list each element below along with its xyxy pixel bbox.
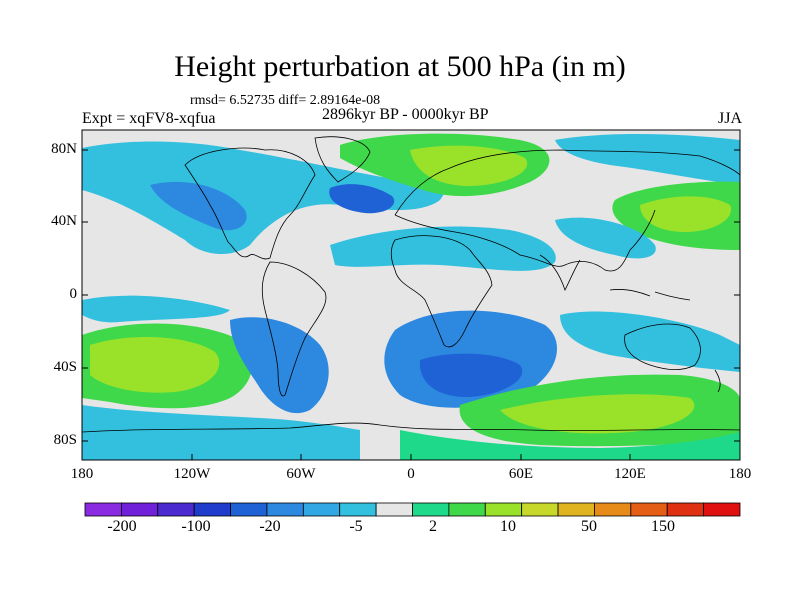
colorbar-swatch xyxy=(666,502,705,517)
y-label-0: 0 xyxy=(69,286,78,302)
anomaly-south-atlantic-core xyxy=(419,353,523,398)
plot-title: Height perturbation at 500 hPa (in m) xyxy=(174,50,626,83)
coast-eurasia xyxy=(394,149,740,272)
anomaly-pacific-west-cyan xyxy=(555,134,740,185)
colorbar-swatch xyxy=(339,502,377,517)
colorbar-swatch xyxy=(120,502,159,517)
colorbar-swatch xyxy=(302,502,341,517)
y-label-40n: 40N xyxy=(51,213,77,229)
coast-new-zealand xyxy=(714,369,721,393)
colorbar-label-7: 50 xyxy=(581,518,597,535)
x-label-120e: 120E xyxy=(614,466,646,482)
coastlines xyxy=(82,136,740,433)
y-label-80s: 80S xyxy=(53,432,77,448)
colorbar-swatch xyxy=(375,502,413,517)
colorbar xyxy=(84,502,741,517)
colorbar-label-2: -100 xyxy=(181,518,211,535)
colorbar-swatch xyxy=(594,502,632,517)
period-label: 2896kyr BP - 0000kyr BP xyxy=(322,106,489,123)
colorbar-swatch xyxy=(557,502,595,517)
y-label-40s: 40S xyxy=(53,359,77,375)
colorbar-label-4: -5 xyxy=(349,518,363,535)
coast-north-america xyxy=(184,147,316,260)
colorbar-swatch xyxy=(230,502,268,517)
anomaly-southern-blue-band xyxy=(82,295,230,323)
colorbar-swatch xyxy=(521,502,559,517)
anomaly-south-pacific-core xyxy=(90,336,220,393)
coast-australia xyxy=(624,323,701,370)
axis-ticks xyxy=(81,149,741,460)
colorbar-swatch xyxy=(157,502,195,517)
coast-africa xyxy=(390,235,493,348)
statistics-text: rmsd= 6.52735 diff= 2.89164e-08 xyxy=(190,93,381,108)
anomaly-atlantic-band xyxy=(330,226,556,271)
y-label-80n: 80N xyxy=(51,141,77,157)
experiment-label: Expt = xqFV8-xqfua xyxy=(82,110,216,127)
colorbar-swatch xyxy=(84,502,122,517)
colorbar-label-5: 2 xyxy=(429,518,437,535)
anomaly-antarctic-cyan xyxy=(82,405,360,460)
x-label-60e: 60E xyxy=(508,466,534,482)
anomaly-south-indian-cyan xyxy=(560,311,740,372)
x-label-120w: 120W xyxy=(173,466,211,482)
colorbar-swatch xyxy=(448,502,486,517)
anomaly-asia-core xyxy=(640,196,732,232)
anomaly-antarctic-east xyxy=(400,430,740,460)
anomaly-north-atlantic-core xyxy=(329,184,395,214)
x-label-180e: 180 xyxy=(728,466,752,482)
anomaly-europe-core xyxy=(410,145,528,186)
colorbar-label-3: -20 xyxy=(259,518,281,535)
anomaly-north-pacific-core xyxy=(150,181,247,231)
colorbar-swatch xyxy=(266,502,304,517)
coast-antarctica xyxy=(82,422,740,433)
anomaly-mideast-cyan xyxy=(555,217,656,259)
colorbar-swatch xyxy=(484,502,523,517)
x-label-0: 0 xyxy=(407,466,415,482)
colorbar-swatch xyxy=(193,502,231,517)
colorbar-swatch xyxy=(703,502,741,517)
colorbar-label-6: 10 xyxy=(500,518,516,535)
colorbar-label-8: 150 xyxy=(651,518,675,535)
anomaly-north-pacific xyxy=(82,141,445,255)
season-label: JJA xyxy=(717,110,742,127)
coast-greenland xyxy=(314,136,371,183)
colorbar-swatch xyxy=(630,502,668,517)
x-label-180w: 180 xyxy=(70,466,94,482)
map-field xyxy=(82,130,740,460)
anomaly-south-america-blue xyxy=(230,317,329,414)
x-label-60w: 60W xyxy=(286,466,316,482)
coast-indonesia xyxy=(609,289,691,301)
colorbar-label-1: -200 xyxy=(107,518,137,535)
colorbar-swatch xyxy=(412,502,450,517)
coast-india xyxy=(539,254,581,292)
anomaly-indian-core xyxy=(500,394,695,434)
coast-south-america xyxy=(261,261,327,397)
